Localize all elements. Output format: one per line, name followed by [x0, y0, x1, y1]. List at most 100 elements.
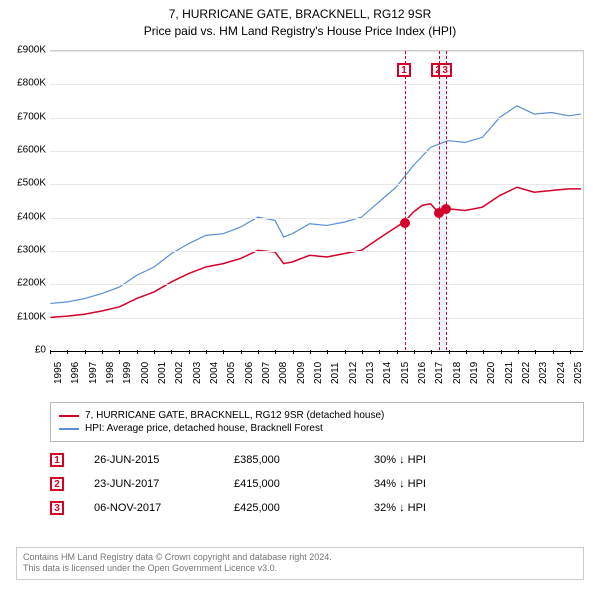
x-tick-mark [449, 350, 450, 354]
x-tick-label: 1999 [122, 362, 133, 384]
x-tick-label: 2015 [400, 362, 411, 384]
x-tick-mark [397, 350, 398, 354]
line-svg [50, 51, 583, 350]
footer-line-1: Contains HM Land Registry data © Crown c… [23, 552, 577, 564]
x-tick-mark [154, 350, 155, 354]
x-tick-label: 2021 [504, 362, 515, 384]
legend-label: HPI: Average price, detached house, Brac… [85, 423, 323, 434]
x-tick-mark [85, 350, 86, 354]
x-tick-mark [501, 350, 502, 354]
x-tick-label: 1998 [105, 362, 116, 384]
x-tick-label: 1997 [88, 362, 99, 384]
y-gridline [50, 318, 583, 319]
y-tick-label: £600K [17, 145, 46, 156]
plot-area: 123 [50, 50, 584, 350]
sales-row-marker: 3 [50, 501, 64, 515]
x-tick-mark [345, 350, 346, 354]
x-tick-mark [50, 350, 51, 354]
x-tick-mark [518, 350, 519, 354]
chart-container: 7, HURRICANE GATE, BRACKNELL, RG12 9SR P… [0, 0, 600, 590]
x-tick-label: 2003 [192, 362, 203, 384]
x-tick-mark [431, 350, 432, 354]
y-axis: £0£100K£200K£300K£400K£500K£600K£700K£80… [0, 50, 50, 350]
legend-row: HPI: Average price, detached house, Brac… [59, 422, 575, 435]
y-tick-label: £500K [17, 178, 46, 189]
x-tick-label: 2022 [521, 362, 532, 384]
y-tick-label: £200K [17, 278, 46, 289]
x-tick-label: 2016 [417, 362, 428, 384]
sale-dot [441, 204, 451, 214]
x-tick-label: 2008 [278, 362, 289, 384]
x-tick-mark [535, 350, 536, 354]
y-tick-label: £400K [17, 211, 46, 222]
x-tick-mark [189, 350, 190, 354]
x-tick-label: 2014 [382, 362, 393, 384]
x-tick-label: 2024 [556, 362, 567, 384]
sale-dashed-line [439, 51, 440, 350]
sales-row-date: 23-JUN-2017 [94, 478, 234, 490]
legend-row: 7, HURRICANE GATE, BRACKNELL, RG12 9SR (… [59, 409, 575, 422]
footer-attribution: Contains HM Land Registry data © Crown c… [16, 547, 584, 580]
sale-dashed-line [405, 51, 406, 350]
x-tick-label: 2011 [330, 362, 341, 384]
x-tick-label: 2002 [174, 362, 185, 384]
footer-line-2: This data is licensed under the Open Gov… [23, 563, 577, 575]
x-tick-mark [241, 350, 242, 354]
y-tick-label: £100K [17, 311, 46, 322]
sales-row-diff: 32% ↓ HPI [374, 502, 584, 514]
sale-dot [400, 218, 410, 228]
x-axis: 1995199619971998199920002001200220032004… [50, 350, 584, 410]
x-tick-mark [258, 350, 259, 354]
x-tick-mark [310, 350, 311, 354]
x-tick-mark [327, 350, 328, 354]
sales-row-price: £385,000 [234, 454, 374, 466]
y-tick-label: £0 [35, 345, 46, 356]
y-tick-label: £900K [17, 45, 46, 56]
x-tick-label: 1995 [53, 362, 64, 384]
sales-row: 1 26-JUN-2015£385,00030% ↓ HPI [50, 448, 584, 472]
x-tick-label: 2012 [348, 362, 359, 384]
x-tick-mark [171, 350, 172, 354]
sales-row-diff: 30% ↓ HPI [374, 454, 584, 466]
sales-row-marker: 2 [50, 477, 64, 491]
x-tick-label: 2020 [486, 362, 497, 384]
x-tick-mark [466, 350, 467, 354]
x-tick-label: 2005 [226, 362, 237, 384]
sales-row-date: 06-NOV-2017 [94, 502, 234, 514]
y-gridline [50, 151, 583, 152]
x-tick-mark [206, 350, 207, 354]
x-tick-label: 2017 [434, 362, 445, 384]
sales-row: 223-JUN-2017£415,00034% ↓ HPI [50, 472, 584, 496]
x-tick-label: 2019 [469, 362, 480, 384]
sale-marker-box: 3 [438, 63, 452, 77]
sales-row-price: £415,000 [234, 478, 374, 490]
x-tick-mark [293, 350, 294, 354]
y-gridline [50, 84, 583, 85]
y-tick-label: £300K [17, 245, 46, 256]
sales-row-marker: 1 [50, 453, 64, 467]
x-tick-mark [553, 350, 554, 354]
x-tick-mark [102, 350, 103, 354]
sales-row-date: 26-JUN-2015 [94, 454, 234, 466]
legend-swatch [59, 415, 79, 417]
x-tick-label: 2023 [538, 362, 549, 384]
x-tick-label: 2013 [365, 362, 376, 384]
legend: 7, HURRICANE GATE, BRACKNELL, RG12 9SR (… [50, 402, 584, 442]
x-tick-label: 2006 [244, 362, 255, 384]
series-line-hpi [50, 106, 581, 304]
sales-table: 1 26-JUN-2015£385,00030% ↓ HPI 2 23-JUN-201… [50, 448, 584, 520]
x-tick-mark [570, 350, 571, 354]
x-tick-label: 2018 [452, 362, 463, 384]
x-tick-mark [379, 350, 380, 354]
legend-label: 7, HURRICANE GATE, BRACKNELL, RG12 9SR (… [85, 410, 384, 421]
x-tick-mark [275, 350, 276, 354]
y-gridline [50, 51, 583, 52]
x-tick-label: 2000 [140, 362, 151, 384]
sale-dashed-line [446, 51, 447, 350]
x-tick-mark [137, 350, 138, 354]
legend-swatch [59, 428, 79, 430]
y-tick-label: £800K [17, 78, 46, 89]
y-gridline [50, 184, 583, 185]
y-gridline [50, 284, 583, 285]
x-tick-mark [223, 350, 224, 354]
